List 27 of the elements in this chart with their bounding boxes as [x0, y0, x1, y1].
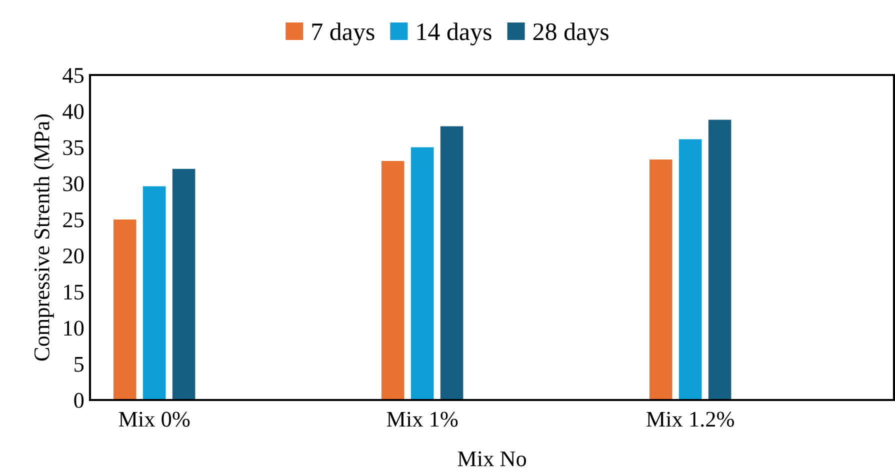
x-tick-label: Mix 0%	[118, 412, 190, 427]
bar	[142, 186, 166, 400]
x-tick-label: Mix 1%	[386, 412, 458, 427]
bar	[172, 168, 196, 400]
y-tick-label: 5	[74, 357, 84, 372]
bar	[708, 120, 732, 400]
bar	[113, 219, 136, 400]
legend-label: 14 days	[417, 22, 492, 46]
bar	[678, 139, 702, 400]
y-tick-label: 15	[64, 284, 84, 300]
y-tick-label: 45	[62, 68, 84, 83]
y-tick-label: 0	[74, 392, 84, 408]
y-axis-title: Compressive Strenth (MPa)	[34, 114, 54, 361]
y-tick-label: 10	[64, 320, 84, 336]
bar	[649, 160, 672, 400]
x-tick-label: Mix 1.2%	[646, 412, 734, 427]
y-tick-label: 40	[62, 104, 84, 120]
bar	[381, 160, 404, 400]
legend-label: 28 days	[533, 22, 608, 46]
legend-label: 7 days	[312, 22, 374, 46]
y-tick-label: 30	[63, 176, 84, 192]
y-tick-label: 35	[63, 140, 84, 156]
y-tick-label: 20	[63, 248, 84, 264]
y-tick-label: 25	[63, 212, 84, 228]
bar	[410, 147, 434, 400]
bar	[440, 126, 464, 400]
x-axis-title: Mix No	[458, 451, 526, 466]
